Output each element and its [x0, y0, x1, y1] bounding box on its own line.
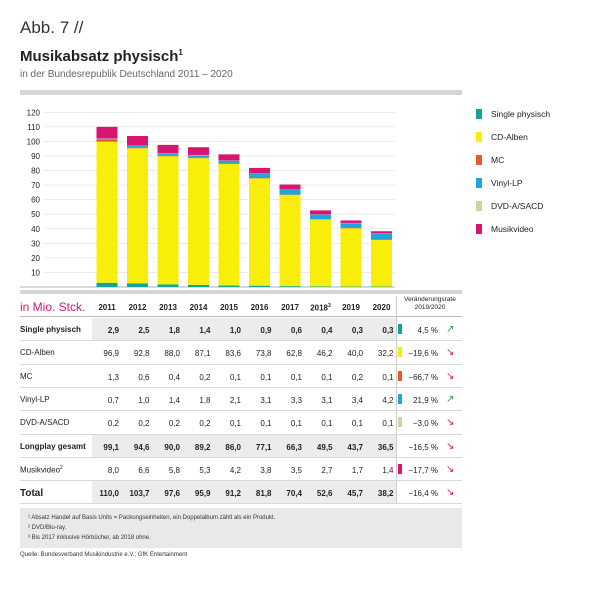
bar-segment [218, 163, 240, 286]
footnote-1: ¹ Absatz Handel auf Basis Units = Packun… [28, 515, 276, 521]
legend-label: MC [491, 155, 505, 165]
bar-segment [340, 223, 362, 229]
chart-title-text: Musikabsatz physisch [20, 48, 179, 65]
bar-segment [157, 144, 179, 154]
y-tick-label: 120 [27, 108, 41, 117]
bar-segment [249, 173, 270, 179]
bar-segment [310, 214, 331, 220]
y-tick-label: 40 [31, 225, 40, 234]
bar-segment [279, 194, 301, 287]
y-tick-label: 90 [31, 152, 40, 161]
y-tick-label: 100 [27, 137, 41, 146]
bar-segment [157, 155, 179, 157]
bar-segment [340, 220, 362, 223]
legend-label: DVD-A/SACD [491, 201, 544, 211]
legend-item: CD-Alben [476, 131, 528, 143]
bar-segment [218, 154, 240, 161]
bar-segment [127, 148, 148, 284]
bar-segment [96, 282, 118, 287]
figure-label: Abb. 7 // [20, 18, 84, 37]
bar-segment [279, 286, 301, 287]
footnote-2: ² DVD/Blu-ray. [28, 525, 67, 531]
legend-label: Musikvideo [491, 224, 534, 234]
bar-segment [218, 160, 240, 164]
bar-segment [249, 285, 270, 287]
bar-segment [279, 189, 301, 195]
bar-segment [157, 156, 179, 285]
legend-swatch [476, 132, 482, 142]
y-tick-label: 70 [31, 181, 40, 190]
bar-segment [371, 233, 392, 240]
bar-segment [279, 184, 301, 190]
bar-segment [157, 153, 179, 156]
chart-bottom-rule [20, 290, 462, 294]
source-note: Quelle: Bundesverband Musikindustrie e.V… [20, 552, 188, 558]
legend-item: Musikvideo [476, 223, 534, 235]
bar-segment [310, 286, 331, 287]
y-tick-label: 110 [27, 123, 40, 132]
y-tick-label: 50 [31, 210, 40, 219]
legend-item: DVD-A/SACD [476, 200, 543, 212]
bar-segment [157, 284, 179, 287]
top-rule [20, 90, 462, 95]
legend-label: Single physisch [491, 109, 551, 119]
bar-segment [218, 285, 240, 287]
bar-segment [371, 239, 392, 287]
y-tick-label: 80 [31, 167, 40, 176]
chart-subtitle: in der Bundesrepublik Deutschland 2011 –… [20, 69, 233, 80]
bar-segment [96, 138, 118, 140]
bar-segment [310, 219, 331, 287]
footnotes-box: ¹ Absatz Handel auf Basis Units = Packun… [20, 508, 462, 548]
y-tick-label: 20 [31, 254, 40, 263]
bar-segment [127, 147, 148, 149]
title-footnote-marker: 1 [178, 48, 183, 57]
bar-segment [96, 141, 118, 283]
legend-item: Vinyl-LP [476, 177, 523, 189]
legend-label: CD-Alben [491, 132, 528, 142]
bar-segment [188, 155, 209, 158]
chart-header: Abb. 7 // Musikabsatz physisch1 in der B… [20, 18, 470, 80]
bar-segment [96, 126, 118, 139]
legend-item: Single physisch [476, 108, 550, 120]
legend-swatch [476, 201, 482, 211]
y-tick-label: 30 [31, 239, 40, 248]
bar-segment [188, 158, 209, 285]
legend-item: MC [476, 154, 504, 166]
bar-segment [249, 167, 270, 174]
bar-segment [127, 136, 148, 146]
bar-segment [127, 145, 148, 148]
footnote-3: ³ Bis 2017 inklusive Hörbücher, ab 2018 … [28, 535, 151, 541]
bar-segment [310, 210, 331, 215]
bar-segment [188, 147, 209, 155]
bar-segment [371, 231, 392, 234]
y-tick-label: 10 [31, 268, 40, 277]
legend-swatch [476, 224, 482, 234]
bar-segment [340, 228, 362, 287]
legend-label: Vinyl-LP [491, 178, 523, 188]
chart-title: Musikabsatz physisch1 [20, 44, 470, 66]
legend-swatch [476, 109, 482, 119]
bar-segment [96, 139, 118, 142]
y-tick-label: 60 [31, 196, 40, 205]
bar-segment [249, 178, 270, 286]
legend-swatch [476, 155, 482, 165]
bar-segment [127, 283, 148, 287]
legend-swatch [476, 178, 482, 188]
bar-segment [188, 284, 209, 287]
